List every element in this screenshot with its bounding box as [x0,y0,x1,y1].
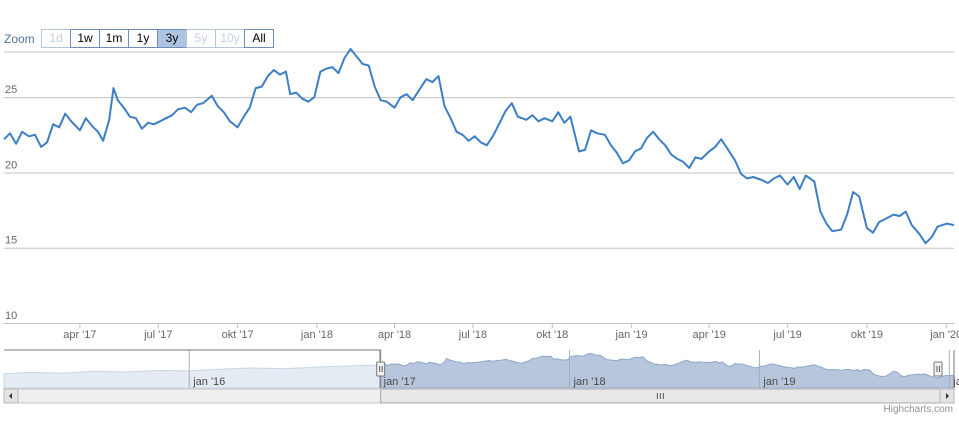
zoom-10y-button[interactable]: 10y [215,29,245,48]
navigator-label: jan '18 [573,376,606,388]
x-tick-label: okt '19 [851,329,883,341]
zoom-1y-button[interactable]: 1y [128,29,158,48]
navigator-label: jan '20 [952,376,959,388]
navigator-series-selected [380,352,955,388]
x-axis-labels: apr '17 jul '17 okt '17 jan '18 apr '18 jul '… [63,323,959,341]
zoom-5y-button[interactable]: 5y [186,29,216,48]
y-tick-label: 15 [5,235,17,247]
plot-area [3,48,955,245]
x-tick-label: apr '18 [378,329,411,341]
navigator[interactable]: jan '16 jan '17 jan '18 jan '19 jan '20 [3,349,959,389]
scrollbar[interactable] [3,388,955,404]
y-tick-label: 25 [5,84,17,96]
handle-body [376,361,386,377]
zoom-label: Zoom [4,32,35,46]
series-line [3,48,955,245]
x-tick-label: jan '20 [929,329,959,341]
zoom-all-button[interactable]: All [244,29,274,48]
x-tick-label: jan '19 [615,329,648,341]
y-tick-label: 20 [5,159,17,171]
arrow-right-icon [946,393,949,399]
y-axis-labels: 10 15 20 25 [5,84,17,322]
handle-body [933,361,943,377]
x-tick-label: okt '18 [536,329,568,341]
range-selector-buttons: 1d 1w 1m 1y 3y 5y 10y All [41,29,274,48]
navigator-handle-left [376,361,386,377]
navigator-label: jan '16 [192,376,225,388]
x-tick-label: okt '17 [222,329,254,341]
x-tick-label: jan '18 [300,329,333,341]
x-tick-label: jul '18 [458,329,487,341]
navigator-label: jan '17 [383,376,416,388]
y-tick-label: 10 [5,310,17,322]
navigator-label: jan '19 [762,376,795,388]
x-tick-label: apr '19 [693,329,726,341]
x-tick-label: jul '17 [143,329,172,341]
navigator-handle-right [933,361,943,377]
arrow-left-icon [9,393,12,399]
grid-lines [4,51,954,324]
zoom-1m-button[interactable]: 1m [99,29,129,48]
x-tick-label: apr '17 [63,329,96,341]
x-tick-label: jul '19 [772,329,801,341]
zoom-3y-button[interactable]: 3y [157,29,187,48]
zoom-1d-button[interactable]: 1d [41,29,71,48]
credits-link[interactable]: Highcharts.com [883,404,953,415]
